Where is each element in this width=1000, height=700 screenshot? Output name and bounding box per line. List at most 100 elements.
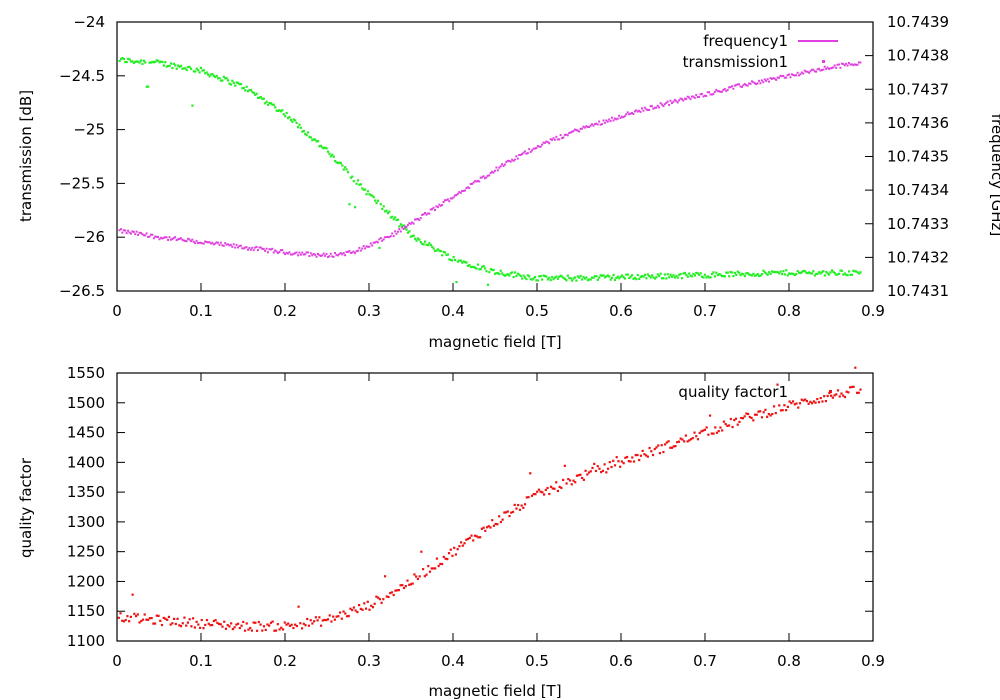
transmission-point	[174, 64, 177, 67]
transmission-point	[719, 273, 722, 276]
frequency-point	[215, 241, 218, 244]
transmission-point	[769, 272, 772, 275]
transmission-point	[198, 71, 201, 74]
transmission-point	[279, 110, 283, 113]
transmission-point	[121, 57, 124, 60]
transmission-point	[422, 243, 425, 246]
frequency-point	[660, 103, 663, 106]
quality-point	[575, 474, 579, 477]
transmission-point	[552, 278, 555, 281]
transmission-point	[518, 273, 521, 276]
quality-point	[173, 617, 176, 621]
quality-point	[351, 608, 354, 612]
transmission-point	[509, 272, 512, 275]
frequency-point	[720, 90, 723, 93]
frequency-point	[815, 70, 818, 73]
quality-point	[273, 629, 276, 632]
quality-point	[793, 403, 796, 406]
frequency-point	[822, 68, 825, 71]
quality-point	[484, 529, 487, 532]
transmission-point	[793, 273, 796, 277]
frequency-point	[845, 62, 848, 65]
transmission-point	[496, 272, 500, 275]
frequency-point	[859, 61, 862, 64]
quality-point	[518, 508, 521, 511]
frequency-point	[315, 255, 318, 258]
frequency-point	[536, 145, 539, 148]
transmission-point	[849, 273, 852, 276]
transmission-point	[144, 61, 147, 64]
y-tick-label: 1300	[67, 513, 105, 531]
y2-tick-label: 10.7432	[887, 248, 949, 266]
transmission-point	[369, 194, 372, 197]
quality-point	[688, 439, 691, 442]
transmission-point	[218, 77, 221, 80]
transmission-point	[322, 147, 325, 150]
frequency-point	[448, 200, 451, 203]
frequency-point	[249, 248, 252, 251]
frequency-point	[663, 103, 666, 106]
frequency-point	[628, 113, 631, 116]
quality-point	[281, 628, 285, 631]
quality-point	[482, 526, 485, 529]
frequency-point	[576, 129, 579, 132]
quality-point	[295, 624, 298, 628]
quality-point	[397, 589, 400, 592]
frequency-point	[533, 147, 536, 150]
frequency-point	[743, 83, 746, 86]
frequency-point	[396, 230, 399, 233]
transmission-point	[683, 271, 687, 275]
quality-point	[691, 437, 694, 440]
frequency-point	[609, 120, 612, 123]
frequency-point	[212, 243, 215, 246]
x-tick-label: 0.7	[693, 652, 717, 670]
quality-point	[698, 431, 701, 435]
transmission-point	[401, 224, 404, 227]
transmission-point	[211, 73, 214, 76]
frequency-point	[336, 254, 339, 257]
transmission-point	[237, 81, 240, 84]
transmission-point	[188, 65, 191, 68]
frequency-point	[356, 249, 359, 252]
transmission-point	[601, 274, 604, 277]
frequency-point	[726, 88, 729, 91]
quality-point	[485, 526, 489, 529]
x-tick-label: 0.2	[273, 652, 297, 670]
transmission-point	[304, 132, 307, 135]
transmission-point	[453, 258, 457, 262]
transmission-point	[830, 269, 834, 272]
frequency-point	[204, 240, 207, 243]
transmission-point	[265, 100, 268, 103]
transmission-point	[348, 203, 351, 206]
transmission-point	[559, 274, 562, 277]
transmission-point	[836, 273, 839, 276]
frequency-point	[308, 255, 311, 258]
transmission-point	[765, 272, 768, 275]
frequency-point	[394, 230, 397, 233]
frequency-point	[468, 187, 471, 190]
transmission-point	[549, 278, 552, 282]
frequency-point	[769, 77, 772, 80]
frequency-point	[515, 155, 518, 158]
frequency-point	[602, 119, 605, 122]
quality-point	[363, 602, 366, 605]
transmission-point	[445, 253, 448, 257]
quality-point	[766, 415, 769, 418]
frequency-point	[612, 119, 615, 122]
transmission-point	[548, 276, 551, 279]
transmission-point	[416, 237, 420, 240]
frequency-point	[619, 116, 622, 119]
frequency-point	[546, 141, 549, 144]
quality-point	[627, 460, 630, 463]
frequency-point	[466, 186, 469, 189]
frequency-point	[255, 245, 258, 248]
transmission-point	[802, 269, 805, 273]
frequency-point	[262, 247, 265, 250]
transmission-point	[760, 273, 764, 276]
quality-point	[745, 412, 748, 415]
frequency-point	[312, 253, 315, 256]
frequency-point	[182, 239, 185, 242]
frequency-point	[715, 88, 718, 91]
quality-point	[352, 606, 356, 609]
quality-point	[126, 615, 129, 618]
